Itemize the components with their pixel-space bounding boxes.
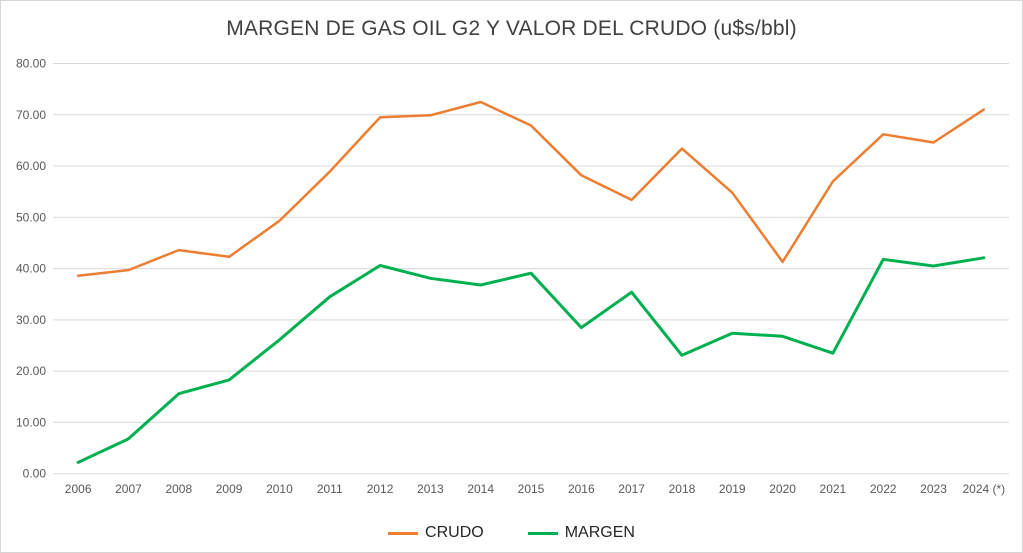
crudo-line-swatch-icon (388, 531, 419, 535)
x-axis-tick-label: 2010 (266, 482, 293, 496)
y-axis-tick-label: 60.00 (16, 159, 46, 173)
y-axis-tick-label: 30.00 (16, 313, 46, 327)
legend-item-crudo: CRUDO (388, 524, 484, 542)
x-axis-tick-label: 2007 (115, 482, 142, 496)
x-axis-tick-label: 2016 (568, 482, 595, 496)
y-axis-tick-label: 50.00 (16, 210, 46, 224)
y-axis-tick-label: 0.00 (23, 467, 47, 481)
y-axis-tick-label: 10.00 (16, 415, 46, 429)
x-axis-tick-label: 2018 (669, 482, 696, 496)
y-axis-tick-label: 40.00 (16, 262, 46, 276)
x-axis-tick-label: 2017 (618, 482, 645, 496)
x-axis-tick-label: 2013 (417, 482, 444, 496)
margen-line-series (76, 256, 986, 464)
x-axis-tick-label: 2020 (769, 482, 796, 496)
margen-line-swatch-icon (527, 531, 558, 535)
chart-legend: CRUDO MARGEN (1, 524, 1022, 542)
x-axis-tick-label: 2012 (367, 482, 394, 496)
x-axis-tick-label: 2011 (317, 482, 343, 496)
x-axis-tick-label: 2019 (719, 482, 746, 496)
y-axis-tick-label: 20.00 (16, 364, 46, 378)
y-axis-tick-label: 70.00 (16, 108, 46, 122)
x-axis-tick-label: 2024 (*) (962, 482, 1005, 496)
y-axis-tick-label: 80.00 (16, 57, 46, 71)
x-axis-tick-label: 2015 (518, 482, 545, 496)
crudo-line-series (76, 100, 986, 278)
x-axis-tick-label: 2008 (165, 482, 192, 496)
x-axis-tick-label: 2022 (870, 482, 897, 496)
chart-title: MARGEN DE GAS OIL G2 Y VALOR DEL CRUDO (… (226, 17, 797, 40)
legend-label-margen: MARGEN (564, 524, 635, 541)
x-axis-tick-label: 2023 (920, 482, 947, 496)
x-axis-tick-label: 2009 (216, 482, 243, 496)
legend-label-crudo: CRUDO (425, 524, 484, 541)
legend-item-margen: MARGEN (527, 524, 635, 542)
x-axis-tick-label: 2006 (65, 482, 92, 496)
x-axis-tick-label: 2014 (467, 482, 494, 496)
x-axis-tick-label: 2021 (820, 482, 847, 496)
